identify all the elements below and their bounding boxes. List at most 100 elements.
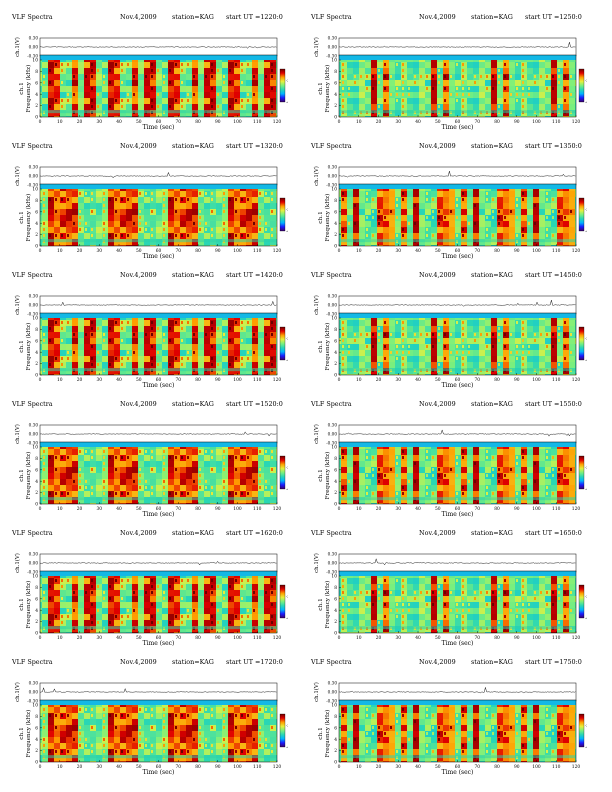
x-tick-label: 0: [338, 507, 341, 512]
x-tick-label: 0: [338, 378, 341, 383]
y-axis-label: Frequency (kHz): [25, 323, 32, 371]
x-tick-label: 10: [356, 120, 362, 125]
waveform-trace: [338, 686, 576, 694]
waveform-tick-label: 0.30: [328, 294, 338, 299]
x-tick-label: 50: [435, 249, 441, 254]
colorbar-tick-label: -2: [585, 466, 587, 470]
channel-label: ch.1: [19, 598, 25, 611]
x-tick-label: 80: [195, 378, 201, 383]
waveform-tick-label: 0.00: [328, 303, 338, 308]
x-tick-label: 70: [474, 378, 480, 383]
waveform-tick-label: 0.00: [328, 174, 338, 179]
channel-label: ch.1: [318, 598, 324, 611]
x-tick-label: 90: [514, 765, 520, 770]
y-axis-label: Frequency (kHz): [25, 65, 32, 113]
panel-station: station=KAG: [471, 658, 513, 666]
y-tick-label: 0: [334, 374, 337, 379]
x-tick-label: 60: [455, 378, 461, 383]
x-tick-label: 30: [395, 765, 401, 770]
x-tick-label: 90: [215, 636, 221, 641]
x-tick-label: 80: [494, 765, 500, 770]
x-tick-label: 80: [494, 507, 500, 512]
x-tick-label: 70: [175, 636, 181, 641]
panel-date: Nov.4,2009: [419, 400, 456, 408]
panel-station: station=KAG: [172, 658, 214, 666]
spectrogram-image: [40, 189, 277, 246]
x-tick-label: 60: [156, 249, 162, 254]
spectrogram-panel: 0.30 0.00 -0.30 ch.1(V) 0 2 4 6 8 10 Frequency (kH…: [12, 659, 288, 777]
x-tick-label: 60: [455, 120, 461, 125]
x-tick-label: 30: [395, 507, 401, 512]
x-tick-label: 70: [175, 378, 181, 383]
x-tick-label: 120: [273, 378, 282, 383]
y-axis-label: Frequency (kHz): [324, 710, 331, 758]
panel-start-time: start UT =1420:0: [226, 271, 283, 279]
y-tick-label: 10: [331, 317, 337, 322]
waveform-ylabel: ch.1(V): [313, 424, 320, 444]
panel-title: VLF Spectra: [12, 142, 53, 150]
waveform-tick-label: 0.00: [328, 690, 338, 695]
waveform-trace: [338, 300, 576, 307]
x-tick-label: 0: [338, 120, 341, 125]
y-tick-label: 4: [334, 93, 337, 98]
x-tick-label: 50: [136, 120, 142, 125]
x-tick-label: 10: [356, 765, 362, 770]
x-tick-label: 100: [233, 765, 242, 770]
x-tick-label: 10: [57, 507, 63, 512]
x-tick-label: 100: [532, 507, 541, 512]
y-tick-label: 0: [334, 503, 337, 508]
waveform-ylabel: ch.1(V): [14, 424, 21, 444]
panel-start-time: start UT =1350:0: [525, 142, 582, 150]
x-tick-label: 90: [215, 765, 221, 770]
x-tick-label: 120: [273, 636, 282, 641]
x-tick-label: 70: [474, 120, 480, 125]
y-axis-label: Frequency (kHz): [324, 323, 331, 371]
y-tick-label: 4: [35, 609, 38, 614]
x-tick-label: 110: [552, 378, 561, 383]
y-tick-label: 4: [35, 93, 38, 98]
x-axis-label: Time (sec): [442, 124, 474, 131]
x-tick-label: 40: [116, 507, 122, 512]
waveform-tick-label: -0.30: [326, 570, 337, 575]
x-tick-label: 20: [77, 249, 83, 254]
x-tick-label: 20: [376, 378, 382, 383]
x-tick-label: 40: [415, 636, 421, 641]
x-tick-label: 10: [57, 765, 63, 770]
waveform-ylabel: ch.1(V): [14, 37, 21, 57]
panel-title: VLF Spectra: [311, 400, 352, 408]
colorbar-tick-label: -2: [286, 337, 288, 341]
channel-label: ch.1: [318, 469, 324, 482]
x-tick-label: 90: [514, 120, 520, 125]
panel-title: VLF Spectra: [311, 142, 352, 150]
x-tick-label: 40: [116, 765, 122, 770]
panel-title: VLF Spectra: [12, 529, 53, 537]
x-tick-label: 20: [376, 507, 382, 512]
colorbar-tick-label: -2: [286, 79, 288, 83]
x-tick-label: 20: [77, 765, 83, 770]
y-tick-label: 10: [331, 704, 337, 709]
x-tick-label: 70: [474, 249, 480, 254]
channel-label: ch.1: [19, 727, 25, 740]
waveform-ylabel: ch.1(V): [14, 295, 21, 315]
spectrogram-image: [339, 447, 576, 504]
x-tick-label: 70: [175, 507, 181, 512]
x-tick-label: 0: [338, 636, 341, 641]
y-axis-label: Frequency (kHz): [25, 710, 32, 758]
panel-station: station=KAG: [471, 13, 513, 21]
y-tick-label: 10: [32, 704, 38, 709]
x-tick-label: 110: [552, 120, 561, 125]
waveform-trace: [39, 686, 277, 693]
waveform-tick-label: 0.30: [328, 36, 338, 41]
spectrogram-image: [339, 318, 576, 375]
spectrogram-panel: 0.30 0.00 -0.30 ch.1(V) 0 2 4 6 8 10 Frequency (kH…: [311, 272, 587, 390]
spectrogram-panel: 0.30 0.00 -0.30 ch.1(V) 0 2 4 6 8 10 Frequency (kH…: [12, 14, 288, 132]
x-tick-label: 100: [233, 378, 242, 383]
x-tick-label: 20: [376, 120, 382, 125]
y-tick-label: 6: [35, 468, 38, 473]
spectrogram-image: [339, 60, 576, 117]
y-tick-label: 8: [35, 457, 38, 462]
waveform-tick-label: -0.30: [27, 570, 38, 575]
x-tick-label: 60: [455, 249, 461, 254]
spectrogram-image: [40, 318, 277, 375]
